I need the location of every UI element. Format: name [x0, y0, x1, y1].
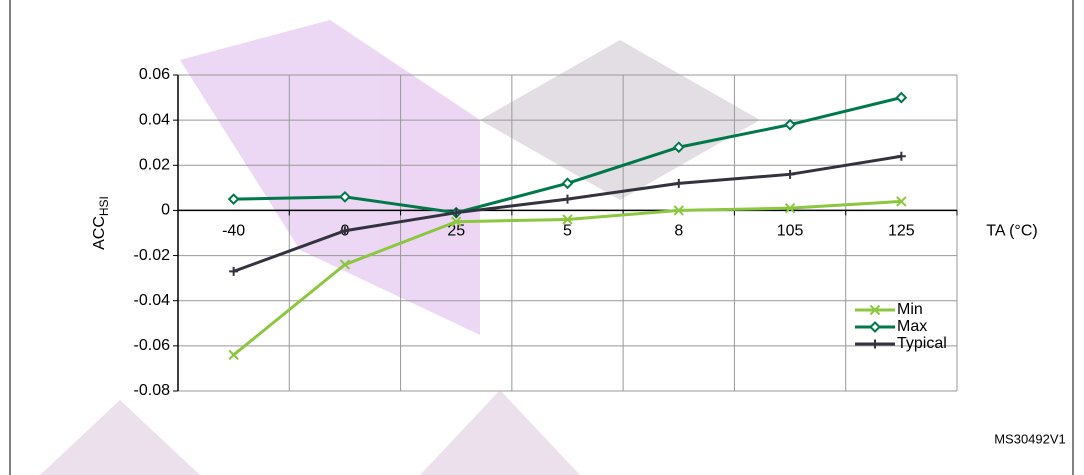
y-axis-label: ACCHSI: [91, 196, 111, 250]
marker: [563, 179, 572, 188]
marker: [786, 120, 795, 129]
marker: [229, 267, 238, 276]
x-tick-label: 8: [674, 223, 683, 240]
legend-label: Min: [897, 301, 923, 318]
y-tick-label: -0.08: [134, 382, 171, 399]
marker: [563, 195, 572, 204]
y-axis-label-sub: HSI: [97, 196, 111, 216]
marker: [897, 93, 906, 102]
marker: [674, 179, 683, 188]
x-tick-label: -40: [222, 223, 245, 240]
marker: [897, 152, 906, 161]
y-tick-label: -0.06: [134, 337, 171, 354]
marker: [229, 350, 238, 359]
x-tick-label: 105: [777, 223, 804, 240]
marker: [229, 195, 238, 204]
marker: [871, 323, 880, 332]
marker: [786, 170, 795, 179]
y-tick-label: -0.04: [134, 292, 171, 309]
y-axis-label-main: ACC: [91, 216, 108, 250]
chart: -0.08-0.06-0.04-0.0200.020.040.06-400255…: [0, 0, 1084, 475]
y-tick-label: 0.02: [139, 157, 170, 174]
x-tick-label: 125: [888, 223, 915, 240]
figure-id: MS30492V1: [994, 431, 1066, 446]
x-axis-label: TA (°C): [986, 223, 1037, 240]
legend-label: Max: [897, 318, 927, 335]
legend-label: Typical: [897, 335, 947, 352]
y-tick-label: 0.04: [139, 111, 170, 128]
y-tick-label: -0.02: [134, 247, 171, 264]
x-tick-label: 5: [563, 223, 572, 240]
marker: [871, 340, 880, 349]
y-tick-label: 0.06: [139, 66, 170, 83]
y-tick-label: 0: [161, 202, 170, 219]
